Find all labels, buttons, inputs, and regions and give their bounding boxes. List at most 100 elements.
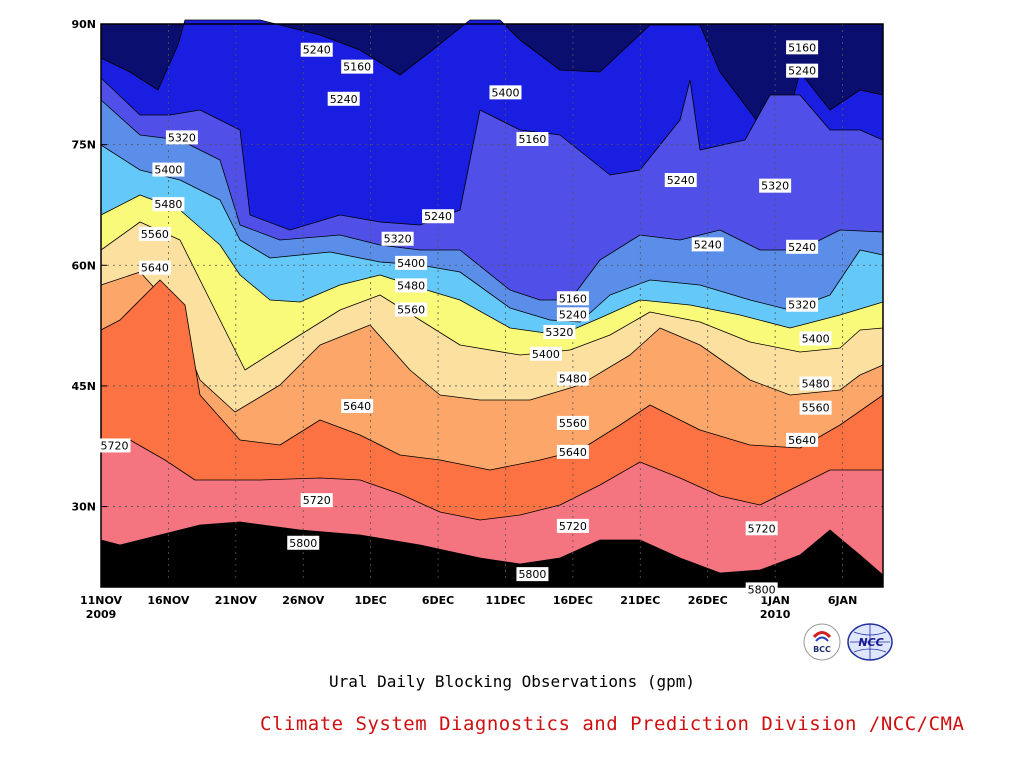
- contour-label-bg: [138, 260, 171, 275]
- x-tick-label: 21NOV: [215, 594, 258, 607]
- contour-label-text: 5320: [168, 131, 196, 144]
- contour-label-bg: [395, 255, 428, 270]
- contour-label-text: 5160: [518, 133, 546, 146]
- contour-label-text: 5480: [559, 373, 587, 386]
- contour-label-bg: [327, 91, 360, 106]
- contour-label-bg: [543, 325, 576, 340]
- y-axis-ticks: 30N 45N 60N 75N 90N: [71, 18, 107, 514]
- contour-label-bg: [516, 132, 549, 147]
- contour-label-bg: [664, 173, 697, 188]
- y-tick-label: 90N: [71, 18, 96, 31]
- y-tick-label: 60N: [71, 259, 96, 272]
- contour-label-text: 5560: [397, 304, 425, 317]
- contour-label: 5480: [556, 371, 589, 386]
- contour-label-text: 5320: [384, 233, 412, 246]
- x-year-label: 2010: [760, 608, 791, 621]
- contour-label-bg: [786, 63, 819, 78]
- x-tick-label: 21DEC: [620, 594, 660, 607]
- contour-label-bg: [98, 438, 131, 453]
- x-tick-label: 6DEC: [422, 594, 454, 607]
- contour-label-bg: [152, 162, 185, 177]
- contour-label-text: 5160: [343, 61, 371, 74]
- contour-label-bg: [556, 415, 589, 430]
- x-tick-label: 1DEC: [354, 594, 386, 607]
- contour-label-bg: [556, 518, 589, 533]
- contour-label-bg: [381, 231, 414, 246]
- contour-label-text: 5800: [518, 568, 546, 581]
- contour-label: 5240: [300, 42, 333, 57]
- contour-label-text: 5400: [397, 257, 425, 270]
- contour-label-bg: [489, 85, 522, 100]
- contour-label: 5560: [556, 415, 589, 430]
- contour-label-text: 5240: [303, 44, 331, 57]
- chart-title: Ural Daily Blocking Observations (gpm): [328, 672, 696, 691]
- contour-label-bg: [165, 130, 198, 145]
- contour-label-text: 5720: [100, 439, 128, 452]
- bcc-logo: BCC: [803, 623, 841, 661]
- x-tick-label: 16NOV: [147, 594, 190, 607]
- contour-label: 5800: [745, 582, 778, 597]
- ncc-logo-text: NCC: [858, 636, 883, 649]
- contour-label-bg: [745, 582, 778, 597]
- contour-label: 5320: [759, 178, 792, 193]
- contour-label: 5800: [287, 535, 320, 550]
- contour-label: 5480: [799, 376, 832, 391]
- contour-label-text: 5560: [802, 402, 830, 415]
- contour-label-bg: [341, 59, 374, 74]
- contour-label-text: 5560: [141, 228, 169, 241]
- contour-label-bg: [300, 42, 333, 57]
- contour-label-bg: [691, 237, 724, 252]
- contour-label: 5720: [745, 521, 778, 536]
- contour-label-text: 5480: [397, 279, 425, 292]
- contour-label-bg: [799, 400, 832, 415]
- contour-label: 5320: [381, 231, 414, 246]
- bcc-logo-text: BCC: [813, 645, 831, 654]
- ncc-logo: NCC: [847, 623, 893, 661]
- contour-label-text: 5800: [748, 583, 776, 596]
- contour-label-text: 5640: [343, 400, 371, 413]
- contour-label: 5400: [529, 346, 562, 361]
- contour-label-bg: [516, 567, 549, 582]
- contour-label-bg: [759, 178, 792, 193]
- contour-label-text: 5720: [559, 520, 587, 533]
- contour-label-bg: [395, 278, 428, 293]
- x-axis-ticks: 11NOV 16NOV 21NOV 26NOV 1DEC 6DEC 11DEC 16DEC 21…: [80, 581, 857, 621]
- contour-label-bg: [556, 371, 589, 386]
- contour-label-bg: [786, 40, 819, 55]
- contour-labels: 5240 5160 5240 5400 5160 5160 5240 5320 5400 5480…: [98, 40, 832, 597]
- contour-label: 5640: [341, 399, 374, 414]
- contour-label-bg: [556, 307, 589, 322]
- contour-label: 5240: [664, 173, 697, 188]
- contour-label-bg: [529, 346, 562, 361]
- contour-label: 5640: [556, 444, 589, 459]
- contour-label: 5320: [165, 130, 198, 145]
- contour-label: 5400: [799, 331, 832, 346]
- contour-label-bg: [287, 535, 320, 550]
- contour-label: 5400: [395, 255, 428, 270]
- contour-label: 5640: [786, 432, 819, 447]
- contour-label-bg: [138, 226, 171, 241]
- contour-label: 5320: [543, 325, 576, 340]
- x-tick-label: 1JAN: [760, 594, 789, 607]
- x-tick-label: 11DEC: [485, 594, 525, 607]
- contour-label-text: 5240: [788, 241, 816, 254]
- contour-plot: 11NOV 16NOV 21NOV 26NOV 1DEC 6DEC 11DEC 16DEC 21…: [71, 18, 884, 621]
- contour-label: 5240: [556, 307, 589, 322]
- contour-label: 5800: [516, 567, 549, 582]
- credit-text: Climate System Diagnostics and Predictio…: [260, 713, 965, 735]
- contour-label-text: 5320: [545, 326, 573, 339]
- contour-label-bg: [556, 444, 589, 459]
- contour-label: 5240: [422, 209, 455, 224]
- contour-label: 5560: [395, 302, 428, 317]
- contour-label: 5720: [300, 493, 333, 508]
- y-tick-label: 30N: [71, 501, 96, 514]
- contour-label: 5320: [786, 297, 819, 312]
- contour-label-text: 5400: [154, 164, 182, 177]
- contour-label-text: 5320: [788, 299, 816, 312]
- contour-label: 5640: [138, 260, 171, 275]
- contour-label-text: 5240: [667, 174, 695, 187]
- contour-label-bg: [341, 399, 374, 414]
- contour-label: 5400: [489, 85, 522, 100]
- contour-label-text: 5480: [154, 198, 182, 211]
- plot-frame: [100, 23, 884, 588]
